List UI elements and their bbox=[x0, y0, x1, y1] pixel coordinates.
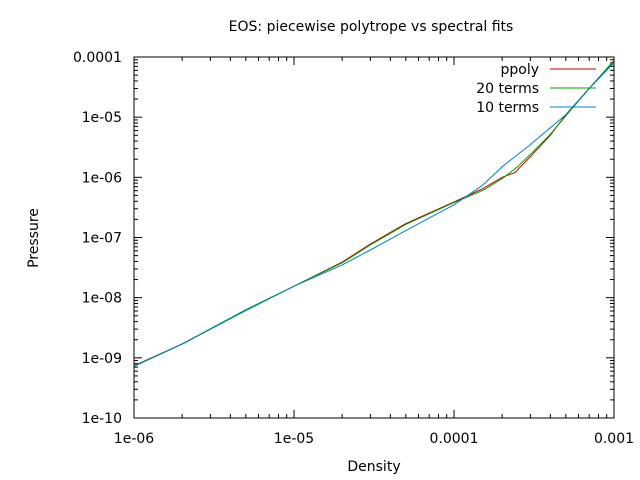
x-tick-label: 1e-06 bbox=[114, 431, 154, 447]
y-axis-label: Pressure bbox=[26, 208, 42, 268]
y-tick-label: 1e-07 bbox=[82, 231, 122, 247]
x-tick-label: 0.001 bbox=[594, 431, 634, 447]
y-axis: 1e-10 1e-09 1e-08 1e-07 1e-06 1e-05 0.0001 bbox=[73, 50, 614, 427]
plot-border bbox=[133, 56, 615, 419]
series-line-2 bbox=[133, 62, 615, 367]
y-tick-label: 1e-10 bbox=[82, 411, 122, 427]
y-tick-label: 1e-08 bbox=[82, 291, 122, 307]
legend-label-2: 10 terms bbox=[476, 100, 539, 116]
y-tick-label: 1e-05 bbox=[82, 110, 122, 126]
y-tick-label: 0.0001 bbox=[73, 50, 122, 66]
x-tick-label: 0.0001 bbox=[430, 431, 479, 447]
plot-frame bbox=[133, 56, 615, 419]
series-line-1 bbox=[133, 59, 615, 367]
chart-title: EOS: piecewise polytrope vs spectral fit… bbox=[229, 19, 514, 35]
x-tick-label: 1e-05 bbox=[274, 431, 314, 447]
legend-label-1: 20 terms bbox=[476, 81, 539, 97]
series-line-0 bbox=[133, 60, 615, 367]
y-tick-label: 1e-09 bbox=[82, 351, 122, 367]
x-axis: 1e-06 1e-05 0.0001 0.001 bbox=[114, 57, 634, 447]
legend-label-0: ppoly bbox=[500, 62, 539, 78]
legend: ppoly 20 terms 10 terms bbox=[476, 62, 596, 116]
series-layer bbox=[133, 59, 615, 367]
x-axis-label: Density bbox=[347, 459, 400, 475]
y-tick-label: 1e-06 bbox=[82, 170, 122, 186]
